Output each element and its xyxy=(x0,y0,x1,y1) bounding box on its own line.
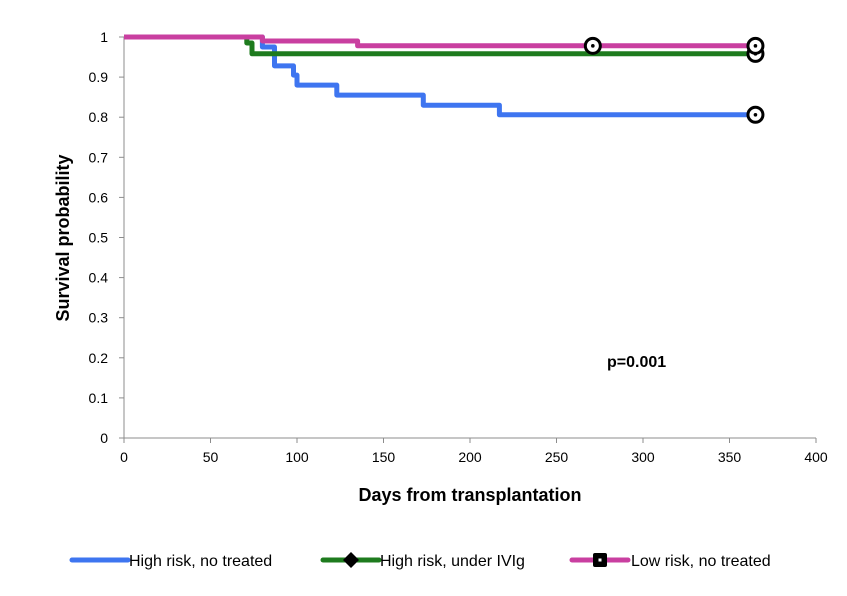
x-tick-label: 100 xyxy=(285,449,309,465)
y-tick-label: 0 xyxy=(100,430,108,446)
censor-marker-dot xyxy=(591,44,595,48)
legend: High risk, no treated High risk, under IV… xyxy=(69,552,771,570)
x-tick-label: 200 xyxy=(458,449,482,465)
censor-marker-dot xyxy=(753,44,758,48)
y-ticks: 0 0.1 0.2 0.3 0.4 0.5 0.6 0.7 0.8 0.9 1 xyxy=(89,29,124,446)
y-tick-label: 0.9 xyxy=(89,69,109,85)
x-tick-label: 0 xyxy=(120,449,128,465)
x-tick-label: 400 xyxy=(804,449,828,465)
y-tick-label: 0.1 xyxy=(89,390,109,406)
p-value-annotation: p=0.001 xyxy=(607,354,666,371)
square-icon-center xyxy=(598,558,602,562)
x-tick-label: 50 xyxy=(203,449,219,465)
series-line-3 xyxy=(124,34,756,49)
y-tick-label: 0.4 xyxy=(89,270,109,286)
y-tick-label: 0.8 xyxy=(89,109,109,125)
x-tick-label: 350 xyxy=(718,449,742,465)
series-line-1 xyxy=(124,34,756,118)
x-tick-label: 300 xyxy=(631,449,655,465)
y-tick-label: 0.6 xyxy=(89,189,109,205)
censor-layer xyxy=(583,36,765,124)
x-axis-title: Days from transplantation xyxy=(358,485,581,505)
diamond-icon xyxy=(343,552,359,568)
y-tick-label: 0.7 xyxy=(89,149,109,165)
x-tick-label: 150 xyxy=(372,449,396,465)
x-ticks: 0 50 100 150 200 250 300 350 400 xyxy=(120,438,828,465)
axes xyxy=(123,37,816,439)
series-layer xyxy=(124,34,756,118)
legend-label-2: High risk, under IVIg xyxy=(380,553,525,570)
censor-marker-dot xyxy=(753,112,758,117)
y-axis-title: Survival probability xyxy=(53,154,73,321)
legend-label-3: Low risk, no treated xyxy=(631,553,771,570)
y-tick-label: 0.5 xyxy=(89,230,109,246)
legend-label-1: High risk, no treated xyxy=(129,553,272,570)
y-tick-label: 1 xyxy=(100,29,108,45)
y-tick-label: 0.3 xyxy=(89,310,109,326)
x-tick-label: 250 xyxy=(545,449,569,465)
y-tick-label: 0.2 xyxy=(89,350,109,366)
